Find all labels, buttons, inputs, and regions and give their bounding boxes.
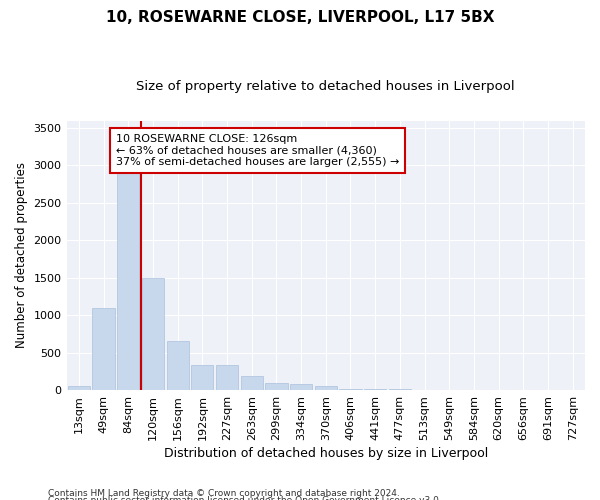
Text: Contains public sector information licensed under the Open Government Licence v3: Contains public sector information licen…: [48, 496, 442, 500]
Bar: [290, 384, 312, 390]
Bar: [142, 278, 164, 390]
Bar: [68, 386, 90, 390]
Y-axis label: Number of detached properties: Number of detached properties: [15, 162, 28, 348]
Text: 10, ROSEWARNE CLOSE, LIVERPOOL, L17 5BX: 10, ROSEWARNE CLOSE, LIVERPOOL, L17 5BX: [106, 10, 494, 25]
Bar: [216, 366, 238, 390]
Text: 10 ROSEWARNE CLOSE: 126sqm
← 63% of detached houses are smaller (4,360)
37% of s: 10 ROSEWARNE CLOSE: 126sqm ← 63% of deta…: [116, 134, 399, 167]
Bar: [340, 388, 362, 390]
X-axis label: Distribution of detached houses by size in Liverpool: Distribution of detached houses by size …: [164, 447, 488, 460]
Bar: [265, 382, 287, 390]
Text: Contains HM Land Registry data © Crown copyright and database right 2024.: Contains HM Land Registry data © Crown c…: [48, 488, 400, 498]
Bar: [191, 366, 214, 390]
Bar: [389, 389, 411, 390]
Bar: [364, 388, 386, 390]
Bar: [167, 342, 189, 390]
Bar: [314, 386, 337, 390]
Title: Size of property relative to detached houses in Liverpool: Size of property relative to detached ho…: [136, 80, 515, 93]
Bar: [92, 308, 115, 390]
Bar: [117, 169, 139, 390]
Bar: [241, 376, 263, 390]
